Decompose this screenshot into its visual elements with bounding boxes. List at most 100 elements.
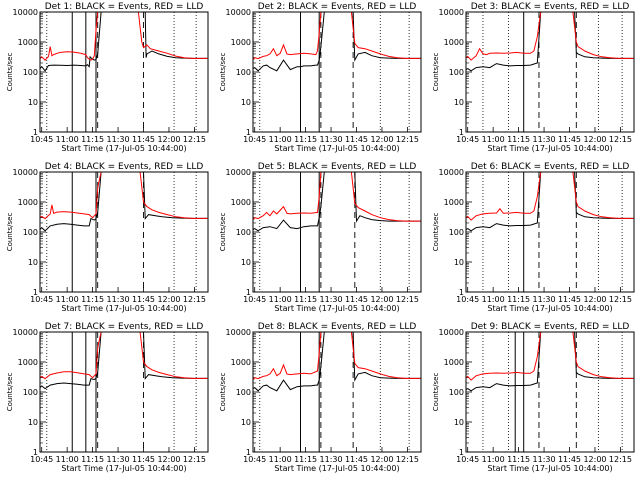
y-tick-label: 10: [241, 418, 251, 427]
y-tick-label: 10: [454, 258, 464, 267]
x-tick-label: 11:15: [294, 455, 317, 464]
x-tick-label: 10:45: [243, 455, 266, 464]
series-lld: [466, 12, 634, 61]
panel-title: Det 4: BLACK = Events, RED = LLD: [45, 162, 204, 172]
x-tick-label: 11:00: [56, 455, 79, 464]
y-tick-label: 100: [236, 388, 251, 397]
series-lld: [253, 332, 421, 381]
plot-area: [40, 12, 208, 132]
y-axis-label: Counts/sec: [219, 53, 227, 92]
x-tick-label: 12:00: [370, 135, 393, 144]
x-tick-label: 11:30: [320, 295, 343, 304]
x-tick-label: 10:45: [456, 135, 479, 144]
x-tick-label: 12:15: [396, 295, 419, 304]
x-tick-label: 12:15: [609, 295, 632, 304]
detector-panel-6: 1 10 100 1000 10000 10:45 11:00 11:15 11:30 11:45…: [432, 162, 635, 313]
series-lld: [40, 172, 208, 220]
series-events: [466, 12, 634, 72]
x-tick-label: 12:15: [609, 455, 632, 464]
x-tick-label: 11:45: [132, 455, 155, 464]
axes-frame: [39, 331, 209, 453]
detector-panel-4: 1 10 100 1000 10000 10:45 11:00 11:15 11:30 11:45…: [6, 162, 209, 313]
y-tick-label: 1000: [444, 358, 464, 367]
x-axis-label: Start Time (17-Jul-05 10:44:00): [274, 304, 399, 313]
series-lld: [466, 332, 634, 381]
y-tick-label: 10000: [226, 328, 251, 337]
y-tick-label: 100: [23, 388, 38, 397]
y-tick-label: 1: [459, 288, 464, 297]
x-tick-label: 11:30: [107, 455, 130, 464]
axes-frame: [465, 331, 635, 453]
series-lld: [40, 332, 208, 380]
y-tick-label: 1: [246, 288, 251, 297]
y-tick-label: 100: [449, 388, 464, 397]
y-tick-label: 1: [33, 128, 38, 137]
y-axis-label: Counts/sec: [432, 53, 440, 92]
x-tick-label: 12:00: [157, 135, 180, 144]
y-tick-label: 1: [33, 288, 38, 297]
x-tick-label: 12:00: [157, 455, 180, 464]
x-tick-label: 11:45: [345, 135, 368, 144]
x-axis-label: Start Time (17-Jul-05 10:44:00): [274, 144, 399, 153]
axes-frame: [465, 11, 635, 133]
x-tick-label: 11:00: [482, 295, 505, 304]
x-tick-label: 10:45: [456, 295, 479, 304]
x-tick-label: 10:45: [30, 135, 53, 144]
x-tick-label: 12:15: [183, 295, 206, 304]
y-axis-label: Counts/sec: [219, 373, 227, 412]
y-tick-label: 10000: [13, 8, 38, 17]
plot-area: [466, 12, 634, 132]
panel-title: Det 8: BLACK = Events, RED = LLD: [258, 322, 417, 332]
x-tick-label: 10:45: [243, 295, 266, 304]
x-tick-label: 10:45: [30, 455, 53, 464]
y-axis-label: Counts/sec: [6, 373, 14, 412]
y-tick-label: 10: [241, 98, 251, 107]
x-tick-label: 11:45: [132, 295, 155, 304]
x-axis-label: Start Time (17-Jul-05 10:44:00): [487, 144, 612, 153]
x-tick-label: 11:45: [558, 455, 581, 464]
y-tick-label: 100: [23, 228, 38, 237]
x-tick-label: 11:15: [81, 455, 104, 464]
y-tick-label: 1000: [231, 198, 251, 207]
y-tick-label: 100: [449, 68, 464, 77]
y-tick-label: 100: [236, 228, 251, 237]
plot-area: [40, 172, 208, 292]
x-tick-label: 11:30: [320, 455, 343, 464]
y-tick-label: 100: [236, 68, 251, 77]
x-tick-label: 11:30: [107, 135, 130, 144]
x-tick-label: 11:15: [507, 455, 530, 464]
x-tick-label: 11:30: [533, 295, 556, 304]
y-tick-label: 1000: [444, 38, 464, 47]
y-tick-label: 10: [454, 98, 464, 107]
x-axis-label: Start Time (17-Jul-05 10:44:00): [61, 464, 186, 473]
detector-panel-8: 1 10 100 1000 10000 10:45 11:00 11:15 11:30 11:45…: [219, 322, 422, 473]
x-tick-label: 12:15: [183, 455, 206, 464]
detector-panel-5: 1 10 100 1000 10000 10:45 11:00 11:15 11:30 11:45…: [219, 162, 422, 313]
x-tick-label: 11:15: [81, 135, 104, 144]
detector-panel-7: 1 10 100 1000 10000 10:45 11:00 11:15 11:30 11:45…: [6, 322, 209, 473]
x-tick-label: 11:30: [533, 135, 556, 144]
plot-area: [40, 332, 208, 452]
x-tick-label: 12:00: [583, 295, 606, 304]
y-tick-label: 1: [459, 448, 464, 457]
y-tick-label: 1000: [18, 198, 38, 207]
detector-panel-2: 1 10 100 1000 10000 10:45 11:00 11:15 11:30 11:45…: [219, 2, 422, 153]
series-lld: [40, 12, 208, 61]
plot-area: [466, 172, 634, 292]
x-tick-label: 11:30: [107, 295, 130, 304]
x-tick-label: 11:00: [482, 455, 505, 464]
plot-area: [253, 172, 421, 292]
panel-title: Det 9: BLACK = Events, RED = LLD: [471, 322, 630, 332]
axes-frame: [39, 171, 209, 293]
y-tick-label: 1: [33, 448, 38, 457]
x-tick-label: 12:00: [370, 295, 393, 304]
series-events: [253, 172, 421, 232]
series-events: [466, 332, 634, 392]
y-axis-label: Counts/sec: [432, 213, 440, 252]
y-tick-label: 10000: [439, 328, 464, 337]
y-axis-label: Counts/sec: [6, 213, 14, 252]
panel-title: Det 2: BLACK = Events, RED = LLD: [258, 2, 417, 12]
y-tick-label: 10000: [13, 168, 38, 177]
y-tick-label: 10000: [439, 168, 464, 177]
